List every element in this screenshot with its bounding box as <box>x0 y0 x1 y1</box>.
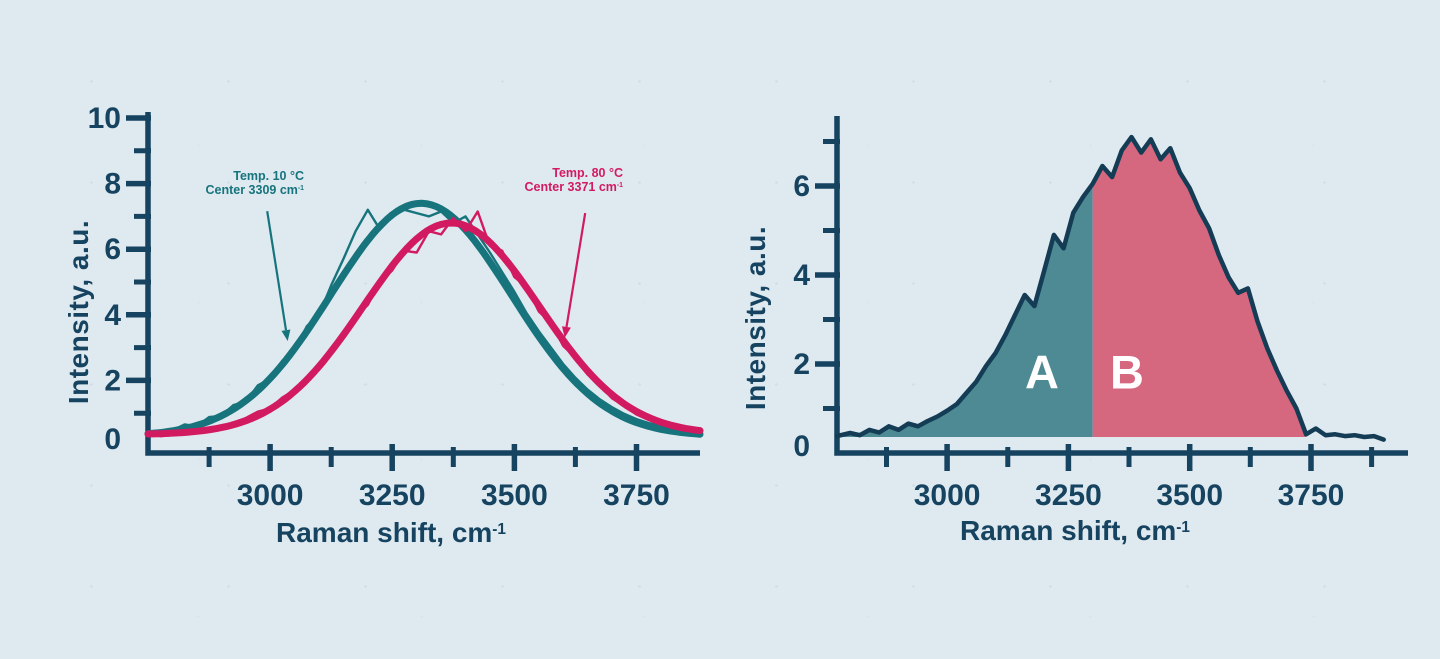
y-tick-label: 2 <box>793 348 810 381</box>
annotation-temp-10c-line1: Temp. 10 °C <box>233 169 304 183</box>
x-tick-label: 3500 <box>481 479 548 512</box>
y-tick-label: 6 <box>104 233 121 266</box>
y-tick-label: 8 <box>104 168 121 201</box>
x-tick-label: 3250 <box>1035 479 1102 512</box>
region-a-fill <box>837 183 1093 437</box>
right-y-axis-title: Intensity, a.u. <box>740 225 771 411</box>
annotation-arrow-line-hot <box>565 212 587 328</box>
left-y-axis-title: Intensity, a.u. <box>63 219 94 405</box>
y-tick-label: 10 <box>88 102 121 135</box>
series-raw_80C <box>158 210 699 438</box>
region-a-label: A <box>1025 345 1059 399</box>
annotation-temp-10c-superscript: -1 <box>297 184 304 192</box>
left-chart-plot: 3000 3250 3500 3750 0 2 4 6 8 10 <box>88 102 704 512</box>
right-x-axis-title-superscript: -1 <box>1176 518 1190 536</box>
annotation-temp-80c: Temp. 80 °C Center 3371 cm-1 <box>524 166 623 197</box>
y-tick-label: 6 <box>793 170 810 203</box>
annotation-temp-10c-line2: Center 3309 cm-1 <box>205 182 304 200</box>
left-x-axis-title-text: Raman shift, cm <box>276 517 493 548</box>
y-tick-label: 2 <box>104 364 121 397</box>
left-x-axis-title: Raman shift, cm-1 <box>276 517 506 549</box>
y-tick-label: 0 <box>793 430 810 463</box>
x-tick-label: 3750 <box>603 479 670 512</box>
region-b-label: B <box>1110 345 1144 399</box>
series-spectrum <box>834 134 1386 442</box>
right-chart-plot: 3000 3250 3500 3750 0 2 4 6 <box>793 116 1408 512</box>
right-x-axis-title: Raman shift, cm-1 <box>960 515 1190 547</box>
annotation-temp-80c-line1: Temp. 80 °C <box>552 166 623 180</box>
x-tick-label: 3000 <box>914 479 981 512</box>
annotation-temp-80c-superscript: -1 <box>616 181 623 189</box>
annotation-temp-80c-center: Center 3371 cm <box>524 179 617 194</box>
annotation-temp-10c-center: Center 3309 cm <box>205 182 298 197</box>
x-tick-label: 3000 <box>237 479 304 512</box>
annotation-arrow-head-hot <box>562 326 571 338</box>
x-tick-label: 3500 <box>1156 479 1223 512</box>
left-x-axis-title-superscript: -1 <box>492 520 506 538</box>
x-tick-label: 3750 <box>1278 479 1345 512</box>
series-raw_10C <box>158 208 699 434</box>
annotation-arrow-head-cold <box>281 329 291 341</box>
y-tick-label: 0 <box>104 423 121 456</box>
annotation-temp-80c-line2: Center 3371 cm-1 <box>524 179 623 197</box>
x-tick-label: 3250 <box>359 479 426 512</box>
y-tick-label: 4 <box>793 259 810 292</box>
series-fit_80C <box>144 219 704 438</box>
annotation-arrow-line-cold <box>266 211 288 331</box>
region-b-fill <box>1092 137 1307 437</box>
annotation-temp-10c: Temp. 10 °C Center 3309 cm-1 <box>205 169 304 200</box>
right-x-axis-title-text: Raman shift, cm <box>960 515 1177 546</box>
series-fit_10C <box>144 199 704 438</box>
y-tick-label: 4 <box>104 299 121 332</box>
